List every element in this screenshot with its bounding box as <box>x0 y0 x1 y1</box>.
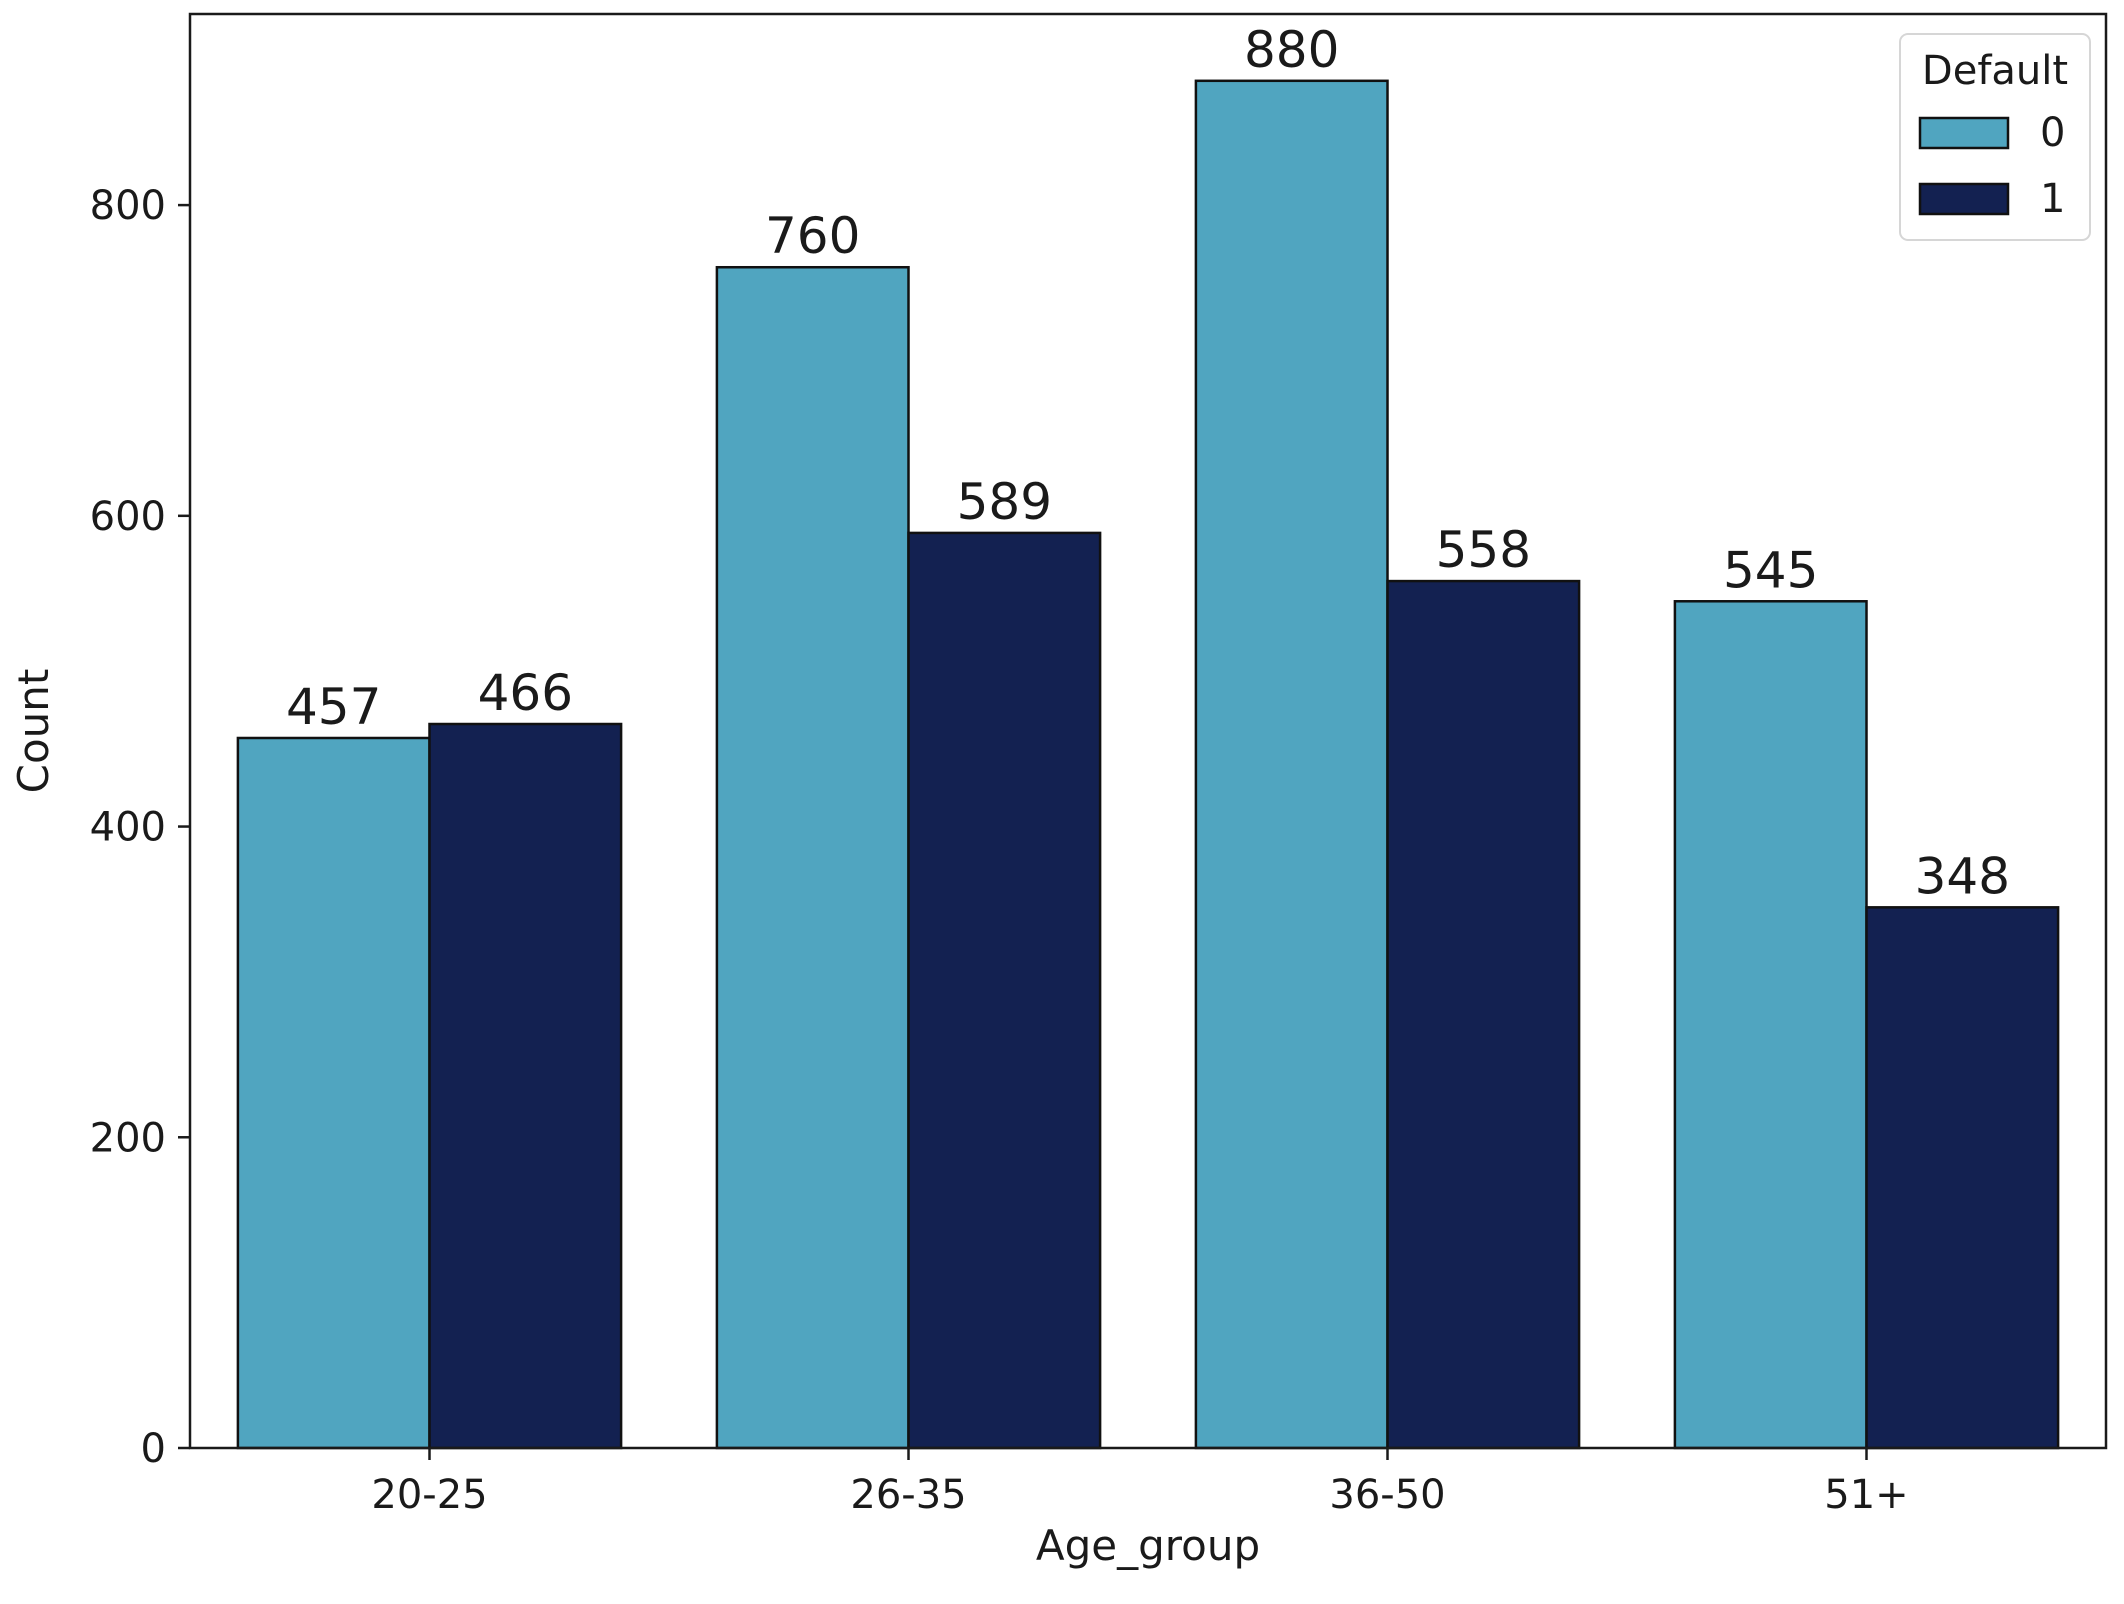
legend-label-0: 0 <box>2040 110 2065 156</box>
bar-51+-series-1 <box>1865 906 2060 1450</box>
x-axis: 20-25 26-35 36-50 51+ <box>371 1448 1909 1518</box>
y-tick-label: 800 <box>90 183 166 229</box>
bar-20-25-series-1 <box>428 722 623 1450</box>
bar-51+-series-0 <box>1673 600 1868 1450</box>
data-label-20-25-series-0: 457 <box>286 678 381 736</box>
data-label-26-35-series-1: 589 <box>957 473 1052 531</box>
y-axis: 0 200 400 600 800 <box>90 183 190 1472</box>
data-label-26-35-series-0: 760 <box>765 207 860 265</box>
plot-area-frame <box>188 12 2108 1450</box>
bar-36-50-series-1 <box>1386 579 1581 1450</box>
data-label-51+-series-0: 545 <box>1723 541 1818 599</box>
x-axis-label: Age_group <box>1036 1521 1260 1570</box>
data-labels-group: 457 466 760 589 880 558 545 348 <box>286 21 2010 906</box>
bar-20-25-series-0 <box>236 736 431 1450</box>
x-tick-label: 26-35 <box>850 1472 966 1518</box>
data-label-36-50-series-0: 880 <box>1244 21 1339 79</box>
bar-36-50-series-0 <box>1194 79 1389 1450</box>
y-tick-label: 0 <box>141 1426 166 1472</box>
y-tick-label: 200 <box>90 1115 166 1161</box>
x-tick-label: 20-25 <box>371 1472 487 1518</box>
legend-title: Default <box>1922 48 2068 94</box>
data-label-36-50-series-1: 558 <box>1436 521 1531 579</box>
legend: Default 0 1 <box>1899 33 2091 241</box>
data-label-20-25-series-1: 466 <box>478 664 573 722</box>
legend-swatch-0 <box>1918 116 2010 150</box>
data-label-51+-series-1: 348 <box>1915 847 2010 905</box>
y-tick-label: 400 <box>90 805 166 851</box>
bar-26-35-series-1 <box>907 531 1102 1450</box>
y-tick-label: 600 <box>90 494 166 540</box>
bars-group <box>236 79 2060 1450</box>
legend-label-1: 1 <box>2040 176 2065 222</box>
legend-swatch-1 <box>1918 182 2010 216</box>
x-tick-label: 51+ <box>1824 1472 1908 1518</box>
bar-26-35-series-0 <box>715 265 910 1450</box>
x-tick-label: 36-50 <box>1329 1472 1445 1518</box>
y-axis-label: Count <box>9 669 58 794</box>
